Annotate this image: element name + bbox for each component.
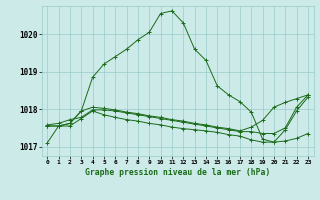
X-axis label: Graphe pression niveau de la mer (hPa): Graphe pression niveau de la mer (hPa) [85,168,270,177]
